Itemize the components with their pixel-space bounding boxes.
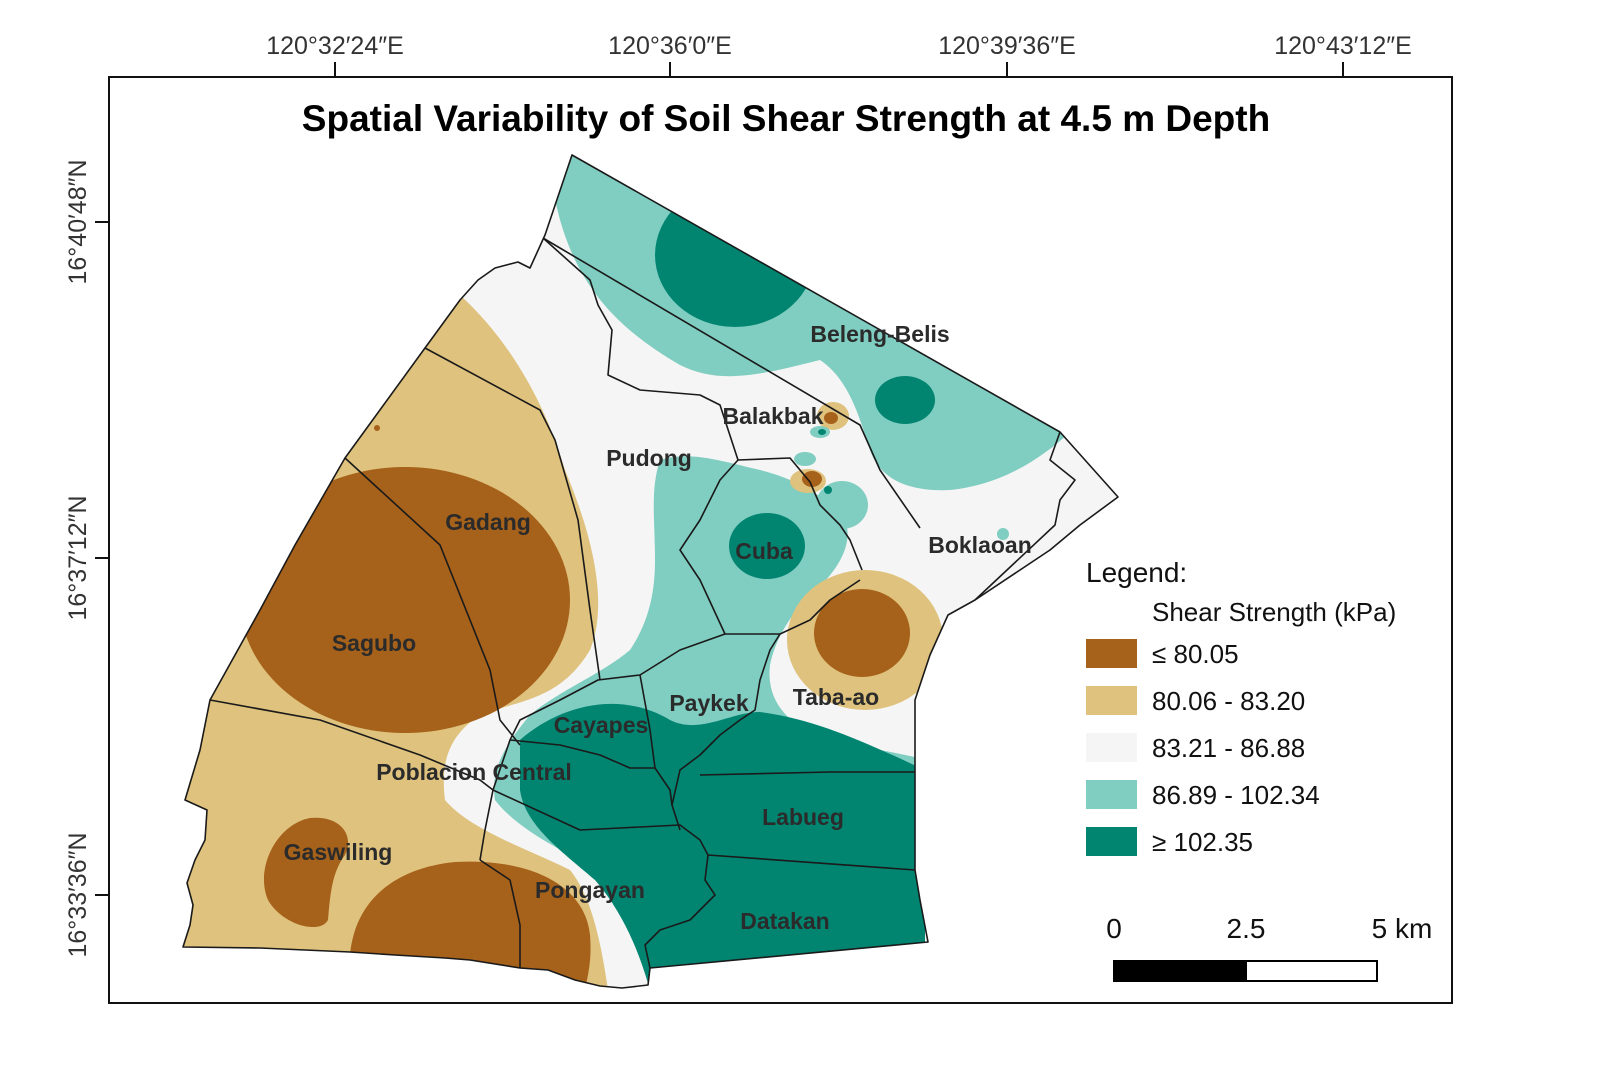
graticule-ticks [95,62,1344,896]
scale-label-mid: 2.5 [1227,913,1266,944]
class-ge-102-spot-3 [824,486,832,494]
class-le-80-spot-2 [802,471,822,487]
legend-label-4: 86.89 - 102.34 [1152,780,1320,810]
label-datakan: Datakan [740,908,829,934]
class-87-102-spot-2 [794,452,816,466]
lon-label-1: 120°32′24″E [266,32,404,60]
map-title: Spatial Variability of Soil Shear Streng… [302,98,1270,139]
lon-label-4: 120°43′12″E [1274,32,1412,60]
class-ge-102-southeast-zone [520,703,925,988]
label-gadang: Gadang [445,509,531,535]
label-beleng-belis: Beleng-Belis [810,321,949,347]
scale-segment-white [1245,960,1378,982]
legend-swatch-1 [1086,639,1137,668]
label-pongayan: Pongayan [535,877,645,903]
scale-label-end: 5 km [1372,913,1433,944]
class-ge-102-spot-1 [818,429,826,435]
class-le-80-sagubo-zone [240,467,570,733]
label-labueg: Labueg [762,804,844,830]
class-ge-102-beleng-spot [875,376,935,424]
legend-swatch-3 [1086,733,1137,762]
label-pudong: Pudong [606,445,692,471]
class-87-102-spot-4 [997,528,1009,540]
label-sagubo: Sagubo [332,630,416,656]
lat-label-1: 16°40′48″N [64,159,92,284]
label-paykek: Paykek [669,690,749,716]
barangay-boundaries [209,237,1076,969]
legend-heading: Legend: [1086,557,1187,588]
lat-label-3: 16°33′36″N [64,832,92,957]
label-cayapes: Cayapes [554,712,649,738]
scale-bar: 0 2.5 5 km [1106,913,1433,982]
class-87-102-spot-3 [816,481,868,529]
scale-segment-black [1114,961,1246,981]
class-le-80-gaswiling-zone [264,817,349,928]
label-taba-ao: Taba-ao [793,684,879,710]
legend-label-2: 80.06 - 83.20 [1152,686,1305,716]
lon-label-2: 120°36′0″E [608,32,732,60]
label-poblacion-central: Poblacion Central [376,759,572,785]
legend-label-5: ≥ 102.35 [1152,827,1253,857]
lat-label-2: 16°37′12″N [64,495,92,620]
legend-swatch-5 [1086,827,1137,856]
legend: Legend: Shear Strength (kPa) ≤ 80.05 80.… [1086,557,1396,857]
lon-label-3: 120°39′36″E [938,32,1076,60]
legend-swatch-4 [1086,780,1137,809]
study-area-boundary [182,154,1119,989]
scale-label-0: 0 [1106,913,1122,944]
label-balakbak: Balakbak [722,403,823,429]
legend-label-1: ≤ 80.05 [1152,639,1239,669]
label-cuba: Cuba [735,538,793,564]
legend-label-3: 83.21 - 86.88 [1152,733,1305,763]
label-boklaoan: Boklaoan [928,532,1032,558]
label-gaswiling: Gaswiling [284,839,393,865]
legend-swatch-2 [1086,686,1137,715]
class-le-80-spot-1 [824,412,838,424]
class-le-80-tabaao-zone [814,589,910,677]
class-ge-102-cuba-zone [729,513,805,579]
scale-bar-outline [1113,960,1378,982]
class-le-80-spot-3 [374,425,380,431]
legend-subheading: Shear Strength (kPa) [1152,597,1396,627]
